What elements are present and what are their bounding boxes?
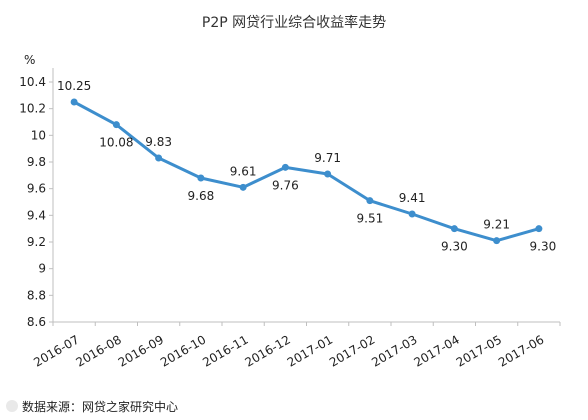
x-tick-label: 2017-03 — [369, 332, 419, 369]
data-label: 9.68 — [188, 189, 215, 203]
x-tick-label: 2016-12 — [242, 332, 292, 369]
data-point[interactable] — [281, 163, 289, 171]
y-tick-label: 9.8 — [27, 155, 46, 169]
y-tick-label: 8.8 — [27, 288, 46, 302]
data-label: 9.83 — [145, 135, 172, 149]
x-tick-label: 2017-04 — [411, 332, 461, 369]
y-axis-unit-label: % — [24, 53, 35, 67]
y-tick-label: 10.4 — [19, 75, 46, 89]
y-tick-label: 9.6 — [27, 182, 46, 196]
data-label: 9.76 — [272, 178, 299, 192]
source-note: 数据来源：网贷之家研究中心 — [22, 400, 179, 414]
data-label: 10.25 — [57, 79, 91, 93]
x-tick-label: 2017-06 — [496, 332, 546, 369]
data-point[interactable] — [493, 237, 501, 245]
data-label: 10.08 — [99, 136, 133, 150]
x-tick-label: 2016-11 — [200, 332, 250, 369]
watermark-icon — [6, 400, 18, 412]
x-tick-label: 2017-05 — [454, 332, 504, 369]
y-tick-label: 9.2 — [27, 235, 46, 249]
x-tick-label: 2016-10 — [158, 332, 208, 369]
y-tick-label: 10 — [31, 128, 46, 142]
data-label: 9.30 — [441, 240, 468, 254]
y-tick-label: 9 — [38, 262, 46, 276]
y-tick-label: 9.4 — [27, 208, 46, 222]
x-tick-label: 2016-09 — [116, 332, 166, 369]
y-tick-label: 8.6 — [27, 315, 46, 329]
x-tick-label: 2017-02 — [327, 332, 377, 369]
data-point[interactable] — [408, 210, 416, 218]
data-label: 9.30 — [530, 240, 557, 254]
x-tick-label: 2016-08 — [73, 332, 123, 369]
x-tick-label: 2017-01 — [285, 332, 335, 369]
data-point[interactable] — [366, 197, 374, 205]
data-point[interactable] — [535, 225, 543, 233]
data-point[interactable] — [450, 225, 458, 233]
data-label: 9.41 — [399, 191, 426, 205]
series-line — [73, 100, 540, 243]
data-point[interactable] — [324, 170, 332, 178]
data-label: 9.71 — [314, 151, 341, 165]
data-point[interactable] — [197, 174, 205, 182]
data-label: 9.61 — [230, 164, 257, 178]
data-point[interactable] — [239, 183, 247, 191]
data-label: 9.21 — [483, 218, 510, 232]
chart-title: P2P 网贷行业综合收益率走势 — [201, 15, 387, 31]
data-point[interactable] — [155, 154, 163, 162]
data-label: 9.51 — [357, 212, 384, 226]
data-point[interactable] — [112, 121, 120, 129]
data-point[interactable] — [70, 98, 78, 106]
x-tick-label: 2016-07 — [31, 332, 81, 369]
y-tick-label: 10.2 — [19, 102, 46, 116]
